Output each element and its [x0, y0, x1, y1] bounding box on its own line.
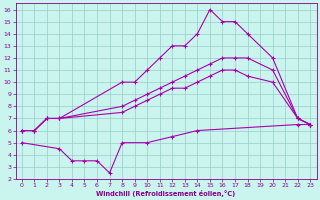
X-axis label: Windchill (Refroidissement éolien,°C): Windchill (Refroidissement éolien,°C) [96, 190, 236, 197]
